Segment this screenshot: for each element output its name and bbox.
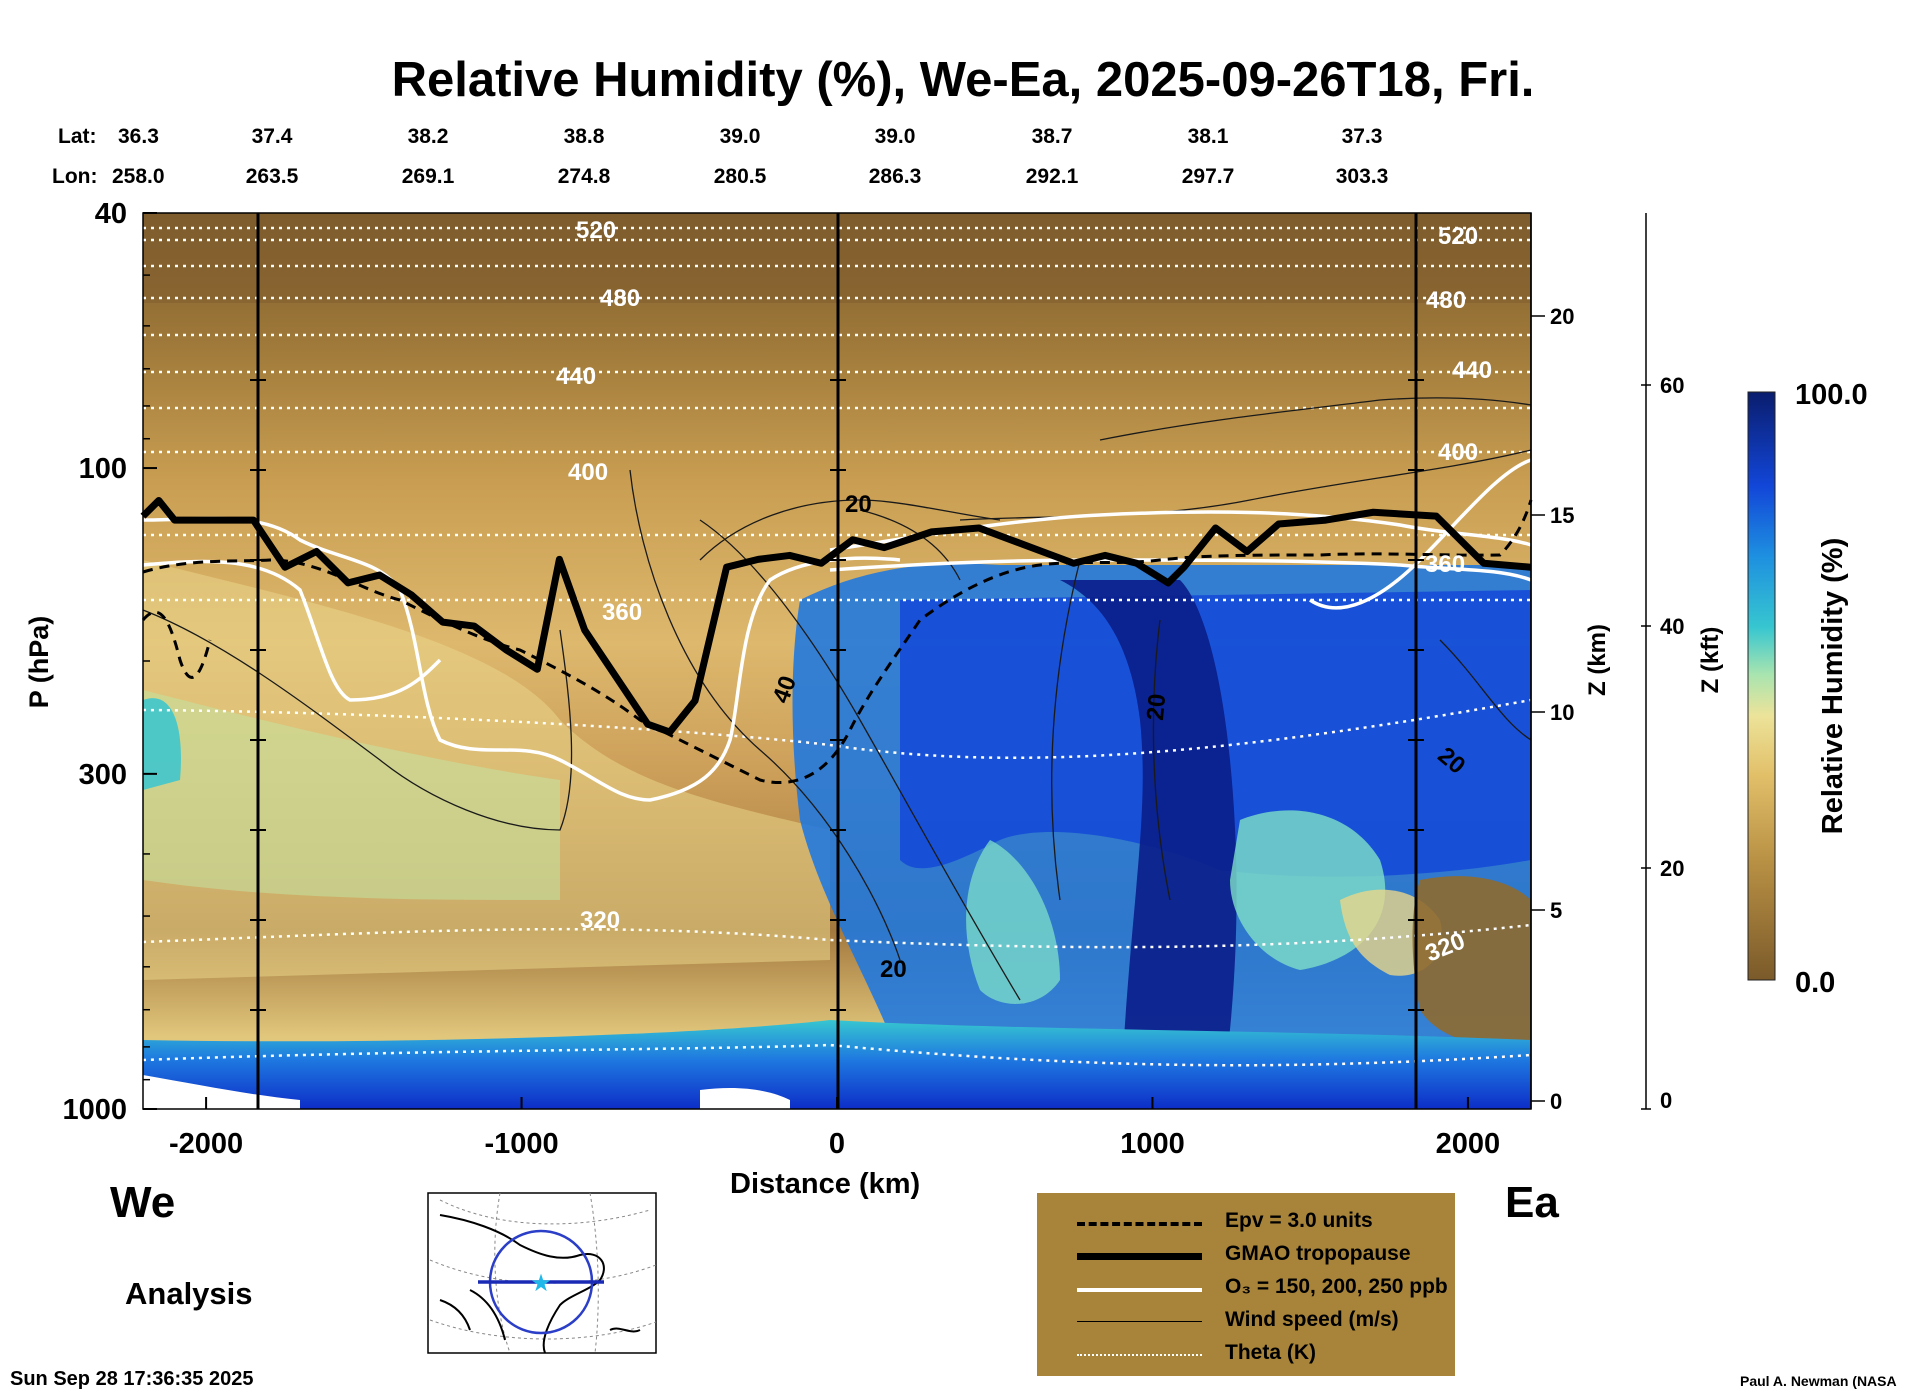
theta-label: 520 bbox=[1438, 223, 1478, 250]
lon-value: 269.1 bbox=[401, 165, 455, 188]
z-km-tick: 0 bbox=[1550, 1089, 1562, 1114]
wind-label: 20 bbox=[880, 956, 907, 983]
z-km-tick: 15 bbox=[1550, 503, 1574, 528]
timestamp: Sun Sep 28 17:36:35 2025 bbox=[10, 1368, 254, 1390]
legend-label: GMAO tropopause bbox=[1225, 1242, 1411, 1265]
legend-label: Theta (K) bbox=[1225, 1341, 1316, 1364]
x-tick-label: 0 bbox=[829, 1128, 845, 1160]
z-kft-tick: 20 bbox=[1660, 856, 1684, 881]
theta-label: 400 bbox=[568, 459, 608, 486]
reference-verticals bbox=[256, 213, 1418, 1109]
p-tick-label: 40 bbox=[95, 198, 127, 230]
theta-label: 440 bbox=[1452, 357, 1492, 384]
legend-label: Wind speed (m/s) bbox=[1225, 1308, 1399, 1331]
lat-value: 36.3 bbox=[118, 125, 159, 148]
lon-value: 292.1 bbox=[1025, 165, 1079, 188]
z-kft-label: Z (kft) bbox=[1697, 627, 1724, 694]
legend-label: O₃ = 150, 200, 250 ppb bbox=[1225, 1275, 1448, 1298]
lon-value: 286.3 bbox=[868, 165, 922, 188]
lat-label: Lat: bbox=[58, 125, 97, 148]
svg-text:★: ★ bbox=[530, 1270, 552, 1297]
lon-label: Lon: bbox=[52, 165, 98, 188]
contour-labels: 520 480 440 400 360 320 520 480 440 400 … bbox=[556, 217, 1492, 967]
z-kft-tick: 0 bbox=[1660, 1088, 1672, 1113]
colorbar bbox=[1747, 391, 1776, 981]
z-km-tick: 5 bbox=[1550, 898, 1562, 923]
x-tick-label: 1000 bbox=[1120, 1128, 1185, 1160]
z-km-tick-labels: 0 5 10 15 20 bbox=[1550, 304, 1574, 1114]
colorbar-max: 100.0 bbox=[1795, 379, 1868, 411]
inset-map: ★ bbox=[427, 1192, 657, 1354]
lat-value: 39.0 bbox=[719, 125, 761, 148]
legend-label: Epv = 3.0 units bbox=[1225, 1209, 1373, 1232]
z-kft-tick: 40 bbox=[1660, 614, 1684, 639]
z-kft-axis bbox=[1641, 213, 1651, 1110]
lon-value: 258.0 bbox=[112, 165, 165, 188]
east-label: Ea bbox=[1505, 1178, 1559, 1227]
credit: Paul A. Newman (NASA bbox=[1740, 1373, 1897, 1389]
lat-value: 37.4 bbox=[251, 125, 293, 148]
wind-contours bbox=[142, 397, 1532, 1001]
reference-vertical-ticks bbox=[250, 379, 1424, 1011]
z-kft-tick: 60 bbox=[1660, 373, 1684, 398]
tropopause-line bbox=[140, 496, 1532, 736]
x-axis-label: Distance (km) bbox=[730, 1168, 921, 1200]
epv-contour bbox=[141, 499, 1533, 785]
lon-value: 280.5 bbox=[713, 165, 767, 188]
theta-label: 320 bbox=[580, 907, 620, 934]
legend-item-wind: Wind speed (m/s) bbox=[1037, 1306, 1455, 1339]
legend-swatch-thick bbox=[1077, 1253, 1202, 1260]
x-axis: -2000 -1000 0 1000 2000 bbox=[169, 1097, 1500, 1160]
p-tick-label: 300 bbox=[79, 759, 127, 791]
lon-value: 303.3 bbox=[1335, 165, 1389, 188]
p-axis-label: P (hPa) bbox=[24, 616, 54, 709]
lat-value: 38.7 bbox=[1031, 125, 1073, 148]
lat-value: 37.3 bbox=[1341, 125, 1383, 148]
analysis-label: Analysis bbox=[125, 1276, 253, 1311]
lon-value: 297.7 bbox=[1181, 165, 1235, 188]
z-kft-tick-labels: 0 20 40 60 bbox=[1660, 373, 1684, 1113]
legend: Epv = 3.0 units GMAO tropopause O₃ = 150… bbox=[1037, 1193, 1455, 1376]
p-tick-label: 100 bbox=[79, 453, 127, 485]
z-km-tick: 20 bbox=[1550, 304, 1574, 329]
legend-item-ozone: O₃ = 150, 200, 250 ppb bbox=[1037, 1273, 1455, 1306]
theta-label: 360 bbox=[602, 599, 642, 626]
legend-item-tropopause: GMAO tropopause bbox=[1037, 1240, 1455, 1273]
p-axis: 40 100 300 1000 bbox=[62, 198, 157, 1126]
theta-label: 480 bbox=[600, 285, 640, 312]
legend-swatch-white bbox=[1077, 1288, 1202, 1292]
theta-label: 360 bbox=[1425, 551, 1465, 578]
theta-label: 400 bbox=[1438, 439, 1478, 466]
theta-label: 480 bbox=[1426, 287, 1466, 314]
theta-label: 440 bbox=[556, 363, 596, 390]
legend-item-theta: Theta (K) bbox=[1037, 1339, 1455, 1372]
z-km-axis bbox=[1530, 213, 1545, 1109]
colorbar-label: Relative Humidity (%) bbox=[1817, 538, 1849, 835]
colorbar-min: 0.0 bbox=[1795, 967, 1835, 999]
x-tick-label: -2000 bbox=[169, 1128, 243, 1160]
west-label: We bbox=[110, 1178, 176, 1227]
x-tick-label: 2000 bbox=[1436, 1128, 1501, 1160]
chart-title: Relative Humidity (%), We-Ea, 2025-09-26… bbox=[391, 53, 1535, 107]
z-km-tick: 10 bbox=[1550, 700, 1574, 725]
wind-label: 20 bbox=[1142, 693, 1171, 722]
lat-value: 38.1 bbox=[1187, 125, 1229, 148]
x-tick-label: -1000 bbox=[484, 1128, 558, 1160]
legend-swatch-thin bbox=[1077, 1321, 1202, 1322]
theta-contours bbox=[142, 226, 1532, 1067]
lat-value: 38.8 bbox=[563, 125, 605, 148]
lon-value: 263.5 bbox=[245, 165, 299, 188]
lat-value: 38.2 bbox=[407, 125, 449, 148]
wind-label: 20 bbox=[845, 491, 872, 518]
z-km-label: Z (km) bbox=[1584, 624, 1611, 696]
legend-swatch-dashed bbox=[1077, 1222, 1202, 1226]
lat-value: 39.0 bbox=[874, 125, 916, 148]
p-tick-label: 1000 bbox=[62, 1094, 127, 1126]
legend-swatch-dotted bbox=[1077, 1354, 1202, 1356]
lon-value: 274.8 bbox=[557, 165, 611, 188]
theta-label: 520 bbox=[576, 217, 616, 244]
legend-item-epv: Epv = 3.0 units bbox=[1037, 1207, 1455, 1240]
